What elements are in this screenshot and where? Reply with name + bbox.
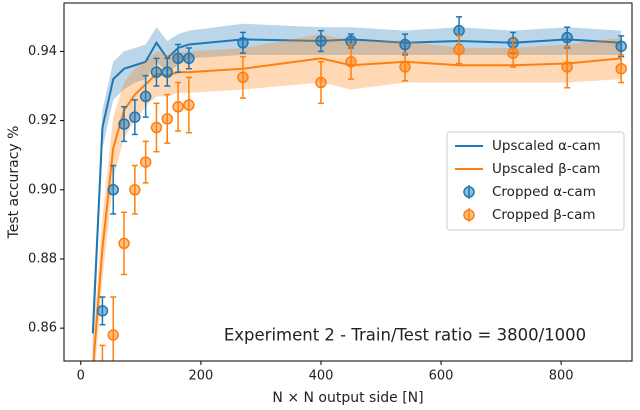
marker [399,61,411,73]
x-tick-label: 0 [77,369,85,384]
legend-label: Cropped β-cam [492,207,596,223]
marker [172,101,184,113]
marker [237,71,249,84]
y-tick-label: 0.92 [28,113,57,128]
x-tick-label: 400 [309,369,334,384]
marker [150,121,163,134]
marker [561,31,573,44]
marker [615,40,627,52]
marker [345,56,357,68]
marker [615,62,627,75]
legend-swatch [463,209,475,221]
marker [96,305,109,317]
marker [161,113,174,125]
y-tick-label: 0.94 [28,44,57,59]
y-axis-label: Test accuracy % [6,126,22,240]
legend-label: Upscaled β-cam [492,161,600,177]
marker [139,90,152,103]
marker [399,38,411,51]
marker [315,35,327,47]
marker [561,61,573,73]
plot-area [91,16,627,385]
x-tick-label: 600 [429,369,454,384]
marker [161,66,174,78]
marker [183,52,195,65]
x-tick-label: 800 [549,369,574,384]
marker [315,76,327,89]
marker [97,375,107,385]
marker [129,184,141,196]
y-tick-label: 0.90 [28,182,57,197]
marker [183,99,195,111]
y-tick-label: 0.88 [28,251,57,266]
plot-frame [63,2,633,362]
legend-box [446,131,625,231]
marker [453,24,465,37]
marker [118,237,130,250]
marker [107,184,119,196]
marker [507,47,519,59]
x-axis-label: N × N output side [N] [272,390,423,406]
marker [118,118,130,130]
legend-label: Cropped α-cam [492,184,596,200]
legend-swatch [463,186,475,198]
marker [172,52,184,65]
y-tick-label: 0.86 [28,321,57,336]
x-tick-label: 200 [188,369,213,384]
marker [150,66,163,78]
marker [129,111,141,123]
marker [139,156,152,168]
annotation: Experiment 2 - Train/Test ratio = 3800/1… [224,326,586,345]
marker [107,329,119,341]
marker [237,37,249,49]
confidence-band [92,23,622,360]
legend-label: Upscaled α-cam [492,138,601,154]
marker [453,43,465,56]
line [91,38,622,334]
line [92,57,622,361]
